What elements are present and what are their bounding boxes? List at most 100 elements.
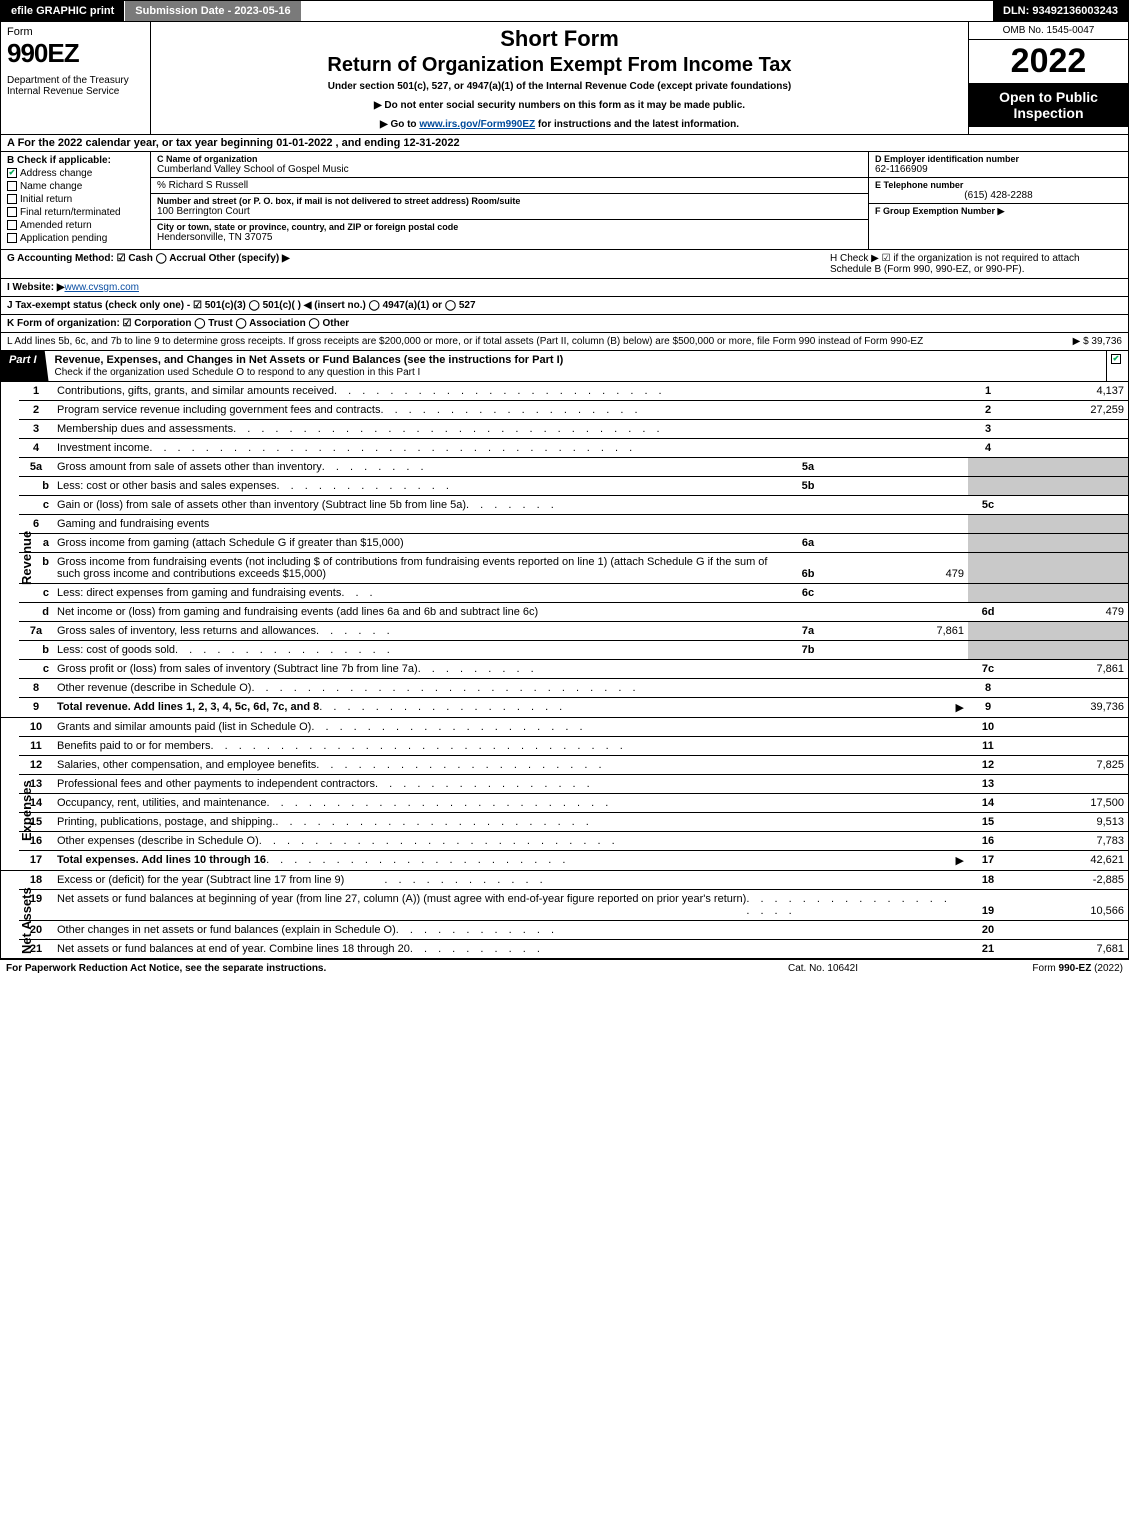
line-8: 8Other revenue (describe in Schedule O).… (1, 679, 1128, 698)
line-21: 21Net assets or fund balances at end of … (1, 940, 1128, 959)
short-form-label: Short Form (157, 26, 962, 52)
street-label: Number and street (or P. O. box, if mail… (157, 196, 862, 206)
ein-row: D Employer identification number 62-1166… (869, 152, 1128, 178)
line-14: 14Occupancy, rent, utilities, and mainte… (1, 794, 1128, 813)
care-of-row: % Richard S Russell (151, 178, 868, 194)
street-row: Number and street (or P. O. box, if mail… (151, 194, 868, 220)
col-d-e-f: D Employer identification number 62-1166… (868, 152, 1128, 249)
line-18: Net Assets 18Excess or (deficit) for the… (1, 871, 1128, 890)
form-ref: Form 990-EZ (2022) (923, 963, 1123, 974)
submission-date-button[interactable]: Submission Date - 2023-05-16 (125, 1, 301, 21)
department-label: Department of the Treasury Internal Reve… (7, 75, 144, 97)
line-13: 13Professional fees and other payments t… (1, 775, 1128, 794)
goto-note: ▶ Go to www.irs.gov/Form990EZ for instru… (157, 119, 962, 130)
line-16: 16Other expenses (describe in Schedule O… (1, 832, 1128, 851)
line-12: 12Salaries, other compensation, and empl… (1, 756, 1128, 775)
form-word: Form (7, 26, 144, 38)
header-right: OMB No. 1545-0047 2022 Open to Public In… (968, 22, 1128, 134)
line-7b: bLess: cost of goods sold. . . . . . . .… (1, 641, 1128, 660)
city-label: City or town, state or province, country… (157, 222, 862, 232)
form-subtitle: Under section 501(c), 527, or 4947(a)(1)… (157, 81, 962, 92)
expenses-side-label: Expenses (19, 780, 34, 841)
line-11: 11Benefits paid to or for members. . . .… (1, 737, 1128, 756)
part-i-sub: Check if the organization used Schedule … (55, 367, 421, 378)
line-6: 6Gaming and fundraising events (1, 515, 1128, 534)
tel: (615) 428-2288 (875, 190, 1122, 201)
arrow-icon: ▶ (956, 701, 964, 714)
website-link[interactable]: www.cvsgm.com (65, 282, 139, 293)
tel-row: E Telephone number (615) 428-2288 (869, 178, 1128, 204)
form-number: 990EZ (7, 38, 144, 69)
line-15: 15Printing, publications, postage, and s… (1, 813, 1128, 832)
line-6d: dNet income or (loss) from gaming and fu… (1, 603, 1128, 622)
tel-label: E Telephone number (875, 180, 1122, 190)
header-left: Form 990EZ Department of the Treasury In… (1, 22, 151, 134)
group-exemption-label: F Group Exemption Number ▶ (875, 206, 1122, 217)
checkbox-icon (7, 207, 17, 217)
form-990ez: Form 990EZ Department of the Treasury In… (0, 22, 1129, 960)
group-exemption-row: F Group Exemption Number ▶ (869, 204, 1128, 249)
form-title: Return of Organization Exempt From Incom… (157, 54, 962, 77)
topbar: efile GRAPHIC print Submission Date - 20… (0, 0, 1129, 22)
chk-final-return[interactable]: Final return/terminated (7, 207, 144, 218)
row-k-org-form: K Form of organization: ☑ Corporation ◯ … (1, 315, 1128, 333)
checkbox-icon: ✔ (7, 168, 17, 178)
line-5c: cGain or (loss) from sale of assets othe… (1, 496, 1128, 515)
cat-no: Cat. No. 10642I (723, 963, 923, 974)
line-1: Revenue 1Contributions, gifts, grants, a… (1, 382, 1128, 401)
row-l-text: L Add lines 5b, 6c, and 7b to line 9 to … (7, 336, 923, 347)
chk-initial-return[interactable]: Initial return (7, 194, 144, 205)
org-name: Cumberland Valley School of Gospel Music (157, 164, 862, 175)
line-6b: bGross income from fundraising events (n… (1, 553, 1128, 584)
goto-pre: ▶ Go to (380, 119, 419, 130)
care-of: % Richard S Russell (157, 180, 862, 191)
paperwork-notice: For Paperwork Reduction Act Notice, see … (6, 963, 723, 974)
line-6c: cLess: direct expenses from gaming and f… (1, 584, 1128, 603)
row-i-website: I Website: ▶www.cvsgm.com (1, 279, 1128, 297)
net-assets-side-label: Net Assets (19, 887, 34, 954)
checkbox-icon (7, 181, 17, 191)
omb-number: OMB No. 1545-0047 (969, 22, 1128, 40)
chk-application-pending[interactable]: Application pending (7, 233, 144, 244)
schedule-b-check: H Check ▶ ☑ if the organization is not r… (822, 253, 1122, 275)
revenue-side-label: Revenue (19, 531, 34, 585)
tax-year: 2022 (969, 40, 1128, 83)
topbar-spacer (302, 1, 993, 21)
revenue-table: Revenue 1Contributions, gifts, grants, a… (1, 382, 1128, 959)
page-footer: For Paperwork Reduction Act Notice, see … (0, 960, 1129, 977)
row-a-tax-year: A For the 2022 calendar year, or tax yea… (1, 135, 1128, 152)
row-l-gross-receipts: L Add lines 5b, 6c, and 7b to line 9 to … (1, 333, 1128, 351)
chk-address-change[interactable]: ✔Address change (7, 168, 144, 179)
part-i-title: Revenue, Expenses, and Changes in Net As… (49, 351, 1106, 381)
line-5a: 5aGross amount from sale of assets other… (1, 458, 1128, 477)
row-g-h: G Accounting Method: ☑ Cash ◯ Accrual Ot… (1, 250, 1128, 279)
line-9: 9Total revenue. Add lines 1, 2, 3, 4, 5c… (1, 698, 1128, 718)
line-4: 4Investment income. . . . . . . . . . . … (1, 439, 1128, 458)
col-c-org-info: C Name of organization Cumberland Valley… (151, 152, 868, 249)
row-l-value: ▶ $ 39,736 (1073, 336, 1122, 347)
ein: 62-1166909 (875, 164, 1122, 175)
irs-link[interactable]: www.irs.gov/Form990EZ (419, 119, 535, 130)
chk-name-change[interactable]: Name change (7, 181, 144, 192)
accounting-method: G Accounting Method: ☑ Cash ◯ Accrual Ot… (7, 253, 822, 275)
checkbox-icon: ✔ (1111, 354, 1121, 364)
city-row: City or town, state or province, country… (151, 220, 868, 245)
checkbox-icon (7, 233, 17, 243)
header-center: Short Form Return of Organization Exempt… (151, 22, 968, 134)
form-header: Form 990EZ Department of the Treasury In… (1, 22, 1128, 135)
chk-amended-return[interactable]: Amended return (7, 220, 144, 231)
part-i-check[interactable]: ✔ (1106, 351, 1128, 381)
section-b-through-f: B Check if applicable: ✔Address change N… (1, 152, 1128, 250)
open-to-public: Open to Public Inspection (969, 83, 1128, 127)
dln-label: DLN: 93492136003243 (993, 1, 1128, 21)
street: 100 Berrington Court (157, 206, 862, 217)
efile-print-button[interactable]: efile GRAPHIC print (1, 1, 125, 21)
goto-post: for instructions and the latest informat… (535, 119, 739, 130)
row-j-tax-exempt: J Tax-exempt status (check only one) - ☑… (1, 297, 1128, 315)
line-7a: 7aGross sales of inventory, less returns… (1, 622, 1128, 641)
city: Hendersonville, TN 37075 (157, 232, 862, 243)
line-20: 20Other changes in net assets or fund ba… (1, 921, 1128, 940)
line-3: 3Membership dues and assessments. . . . … (1, 420, 1128, 439)
part-i-tag: Part I (1, 351, 49, 381)
col-b-checkboxes: B Check if applicable: ✔Address change N… (1, 152, 151, 249)
